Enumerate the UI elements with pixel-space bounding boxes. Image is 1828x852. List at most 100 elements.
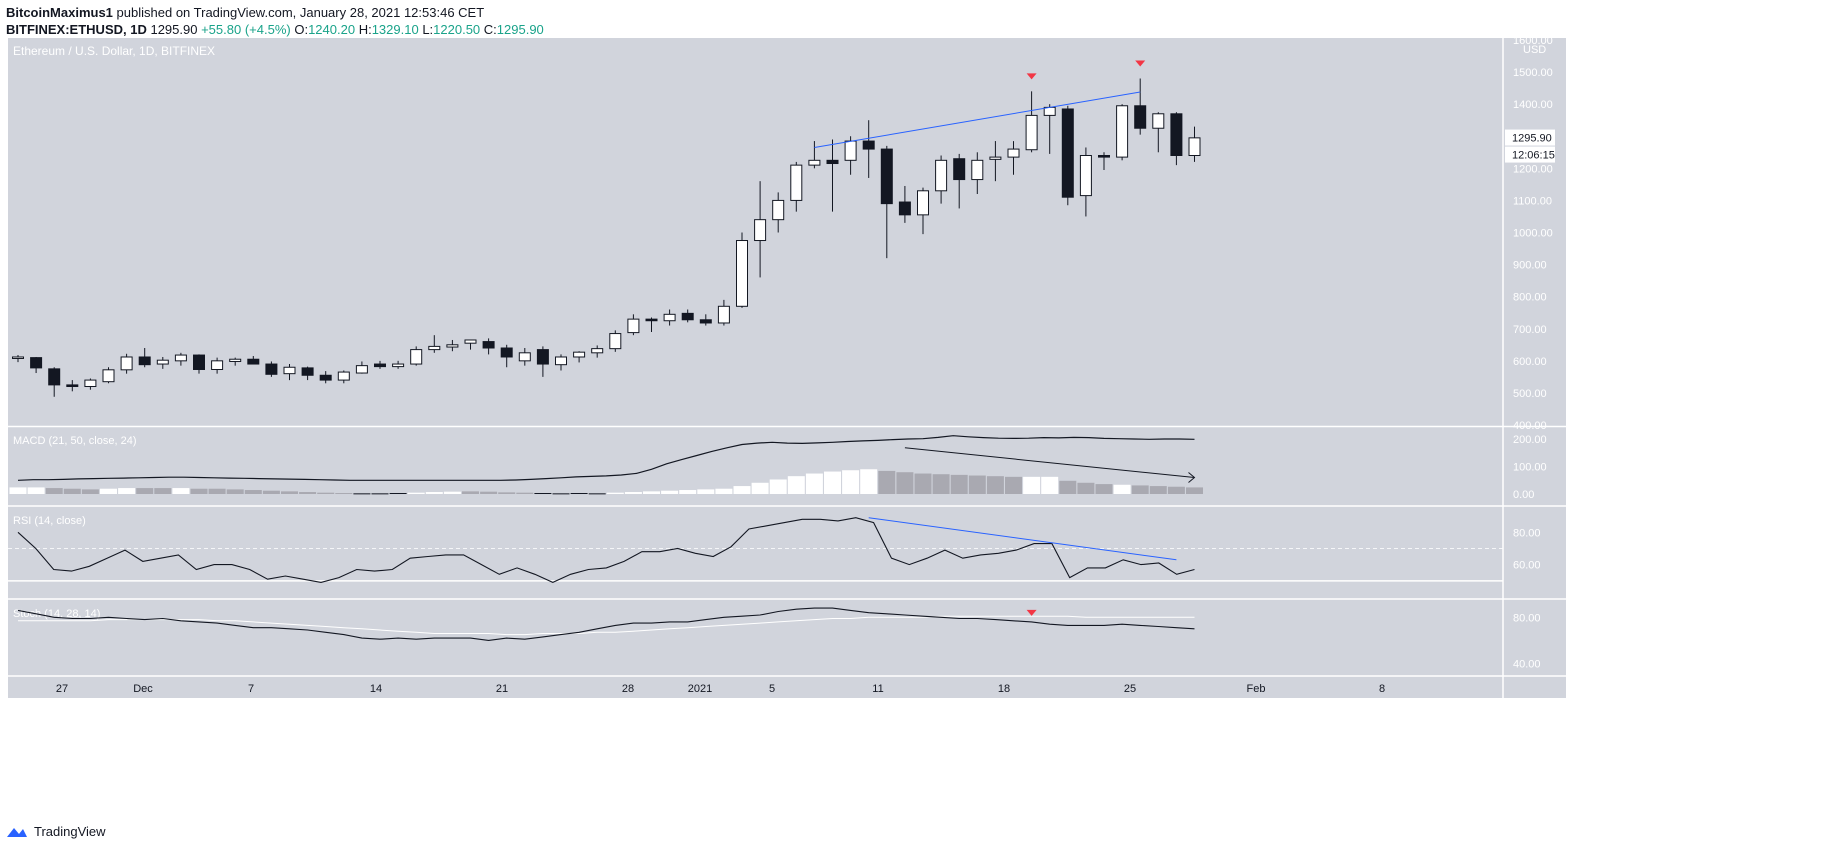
candle-up — [663, 313, 676, 322]
x-tick-label: Feb — [1247, 683, 1266, 695]
macd-histogram-bar — [1167, 486, 1185, 494]
candle-down — [1170, 113, 1183, 156]
candle-up — [808, 159, 821, 166]
rsi-title: RSI (14, close) — [13, 515, 86, 527]
high-value: 1329.10 — [371, 22, 419, 37]
candle-up — [12, 356, 24, 359]
x-tick-label: 28 — [622, 683, 634, 695]
candle-up — [428, 345, 441, 351]
price-axis-unit: USD — [1523, 44, 1546, 56]
candle-up — [1152, 113, 1165, 129]
macd-histogram-bar — [769, 479, 787, 494]
macd-histogram-bar — [244, 490, 262, 494]
candle-down — [880, 148, 893, 205]
macd-histogram-bar — [588, 493, 606, 495]
chart-canvas[interactable]: 400.00 500.00 600.00 700.00 800.00 900.00 1000… — [0, 0, 1828, 818]
x-tick-label: 21 — [496, 683, 508, 695]
rsi-line — [17, 517, 1195, 584]
x-tick-label: 2021 — [688, 683, 712, 695]
macd-histogram-bar — [443, 491, 461, 494]
candle-up — [156, 359, 169, 365]
macd-line — [17, 435, 1195, 481]
price-tick-label: 400.00 — [1513, 420, 1547, 432]
x-tick-label: 7 — [248, 683, 254, 695]
close-value: 1295.90 — [496, 22, 544, 37]
macd-histogram-bar — [299, 492, 317, 494]
macd-histogram-bar — [371, 493, 389, 495]
current-price-box — [1505, 129, 1555, 146]
macd-histogram-bar — [570, 493, 588, 495]
candle-down — [898, 201, 911, 216]
candle-up — [790, 164, 803, 201]
tradingview-footer[interactable]: TradingView — [6, 824, 106, 839]
candle-up — [1025, 114, 1038, 151]
candle-up — [754, 219, 767, 242]
candle-up — [518, 352, 531, 362]
macd-tick-label: 0.00 — [1513, 489, 1534, 501]
macd-histogram-bar — [552, 493, 570, 495]
candle-up — [464, 339, 477, 344]
price-change: +55.80 (+4.5%) — [201, 22, 291, 37]
candle-down — [536, 349, 549, 365]
macd-histogram-bar — [100, 488, 117, 494]
x-tick-label: 8 — [1379, 683, 1385, 695]
author-name[interactable]: BitcoinMaximus1 — [6, 5, 113, 20]
x-tick-label: 5 — [769, 683, 775, 695]
candle-down — [1134, 105, 1147, 129]
macd-histogram-bar — [661, 490, 679, 494]
low-label: L: — [422, 22, 434, 37]
macd-histogram-bar — [1149, 486, 1167, 494]
macd-histogram-bar — [407, 492, 425, 494]
rsi-tick-label: 60.00 — [1513, 560, 1541, 572]
macd-histogram-bar — [968, 475, 986, 494]
candle-down — [319, 374, 332, 381]
candle-up — [120, 356, 133, 371]
macd-histogram-bar — [81, 489, 99, 494]
price-tick-label: 1500.00 — [1513, 67, 1553, 79]
macd-histogram-bar — [1023, 476, 1041, 494]
candle-up — [555, 356, 567, 366]
macd-histogram-bar — [335, 493, 353, 495]
macd-histogram-bar — [516, 492, 534, 494]
candle-up — [174, 354, 187, 362]
macd-histogram-bar — [824, 471, 841, 494]
macd-histogram-bar — [534, 493, 552, 495]
candle-up — [1043, 106, 1056, 116]
candle-down — [826, 159, 839, 165]
macd-histogram-bar — [63, 488, 81, 494]
candle-down — [699, 319, 712, 324]
macd-histogram-bar — [208, 488, 226, 494]
stoch-d-line — [18, 615, 1195, 636]
rsi-tick-label: 80.00 — [1513, 527, 1541, 539]
candle-up — [627, 318, 640, 334]
macd-divergence-arrow — [904, 447, 1195, 478]
candle-down — [1061, 108, 1074, 198]
candle-up — [446, 344, 459, 348]
macd-histogram-bar — [643, 491, 660, 494]
candle-up — [989, 156, 1002, 160]
candle-up — [772, 199, 785, 221]
macd-histogram-bar — [787, 476, 805, 494]
low-value: 1220.50 — [433, 22, 481, 37]
symbol-info: BITFINEX:ETHUSD, 1D 1295.90 +55.80 (+4.5… — [6, 22, 544, 37]
candle-up — [102, 369, 115, 383]
macd-histogram-bar — [281, 491, 298, 494]
price-tick-label: 700.00 — [1513, 324, 1547, 336]
macd-histogram-bar — [896, 472, 914, 494]
macd-histogram-bar — [226, 489, 244, 494]
macd-histogram-bar — [425, 492, 443, 494]
candle-up — [84, 379, 97, 388]
candle-up — [573, 351, 586, 358]
macd-histogram-bar — [9, 487, 27, 494]
x-tick-label: 18 — [998, 683, 1010, 695]
candle-up — [591, 348, 604, 354]
candle-up — [229, 358, 242, 362]
price-tick-label: 1000.00 — [1513, 228, 1553, 240]
candle-up — [283, 366, 296, 375]
macd-histogram-bar — [1186, 487, 1203, 494]
macd-histogram-bar — [172, 488, 190, 494]
symbol-label: BITFINEX:ETHUSD, 1D — [6, 22, 147, 37]
candle-down — [48, 368, 61, 386]
macd-histogram-bar — [27, 487, 45, 494]
stoch-k-line — [17, 607, 1195, 641]
